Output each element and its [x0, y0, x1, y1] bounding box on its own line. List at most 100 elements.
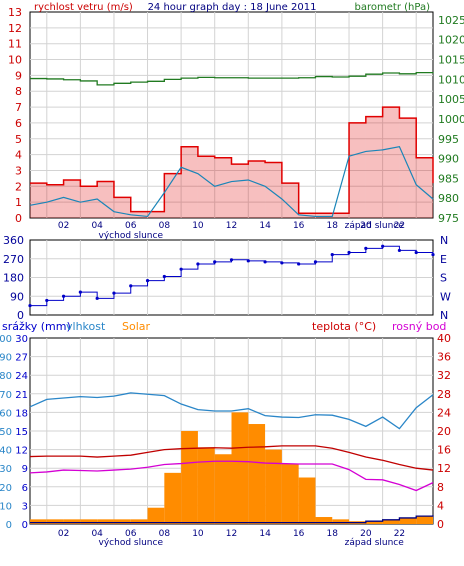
solar-bar — [63, 519, 81, 524]
temperature-tick-label: 16 — [437, 444, 451, 457]
temperature-x-tick-label: 04 — [91, 529, 103, 539]
solar-bar — [181, 431, 198, 524]
wind-x-tick-label: 14 — [259, 221, 271, 231]
barometer-axis-title: barometr (hPa) — [355, 2, 431, 13]
temperature-tick-label: 4 — [437, 499, 444, 512]
wind-direction-point — [162, 274, 166, 279]
rain-tick-label: 24 — [15, 371, 28, 382]
direction-tick-label: 0 — [17, 309, 24, 322]
solar-bar — [164, 472, 182, 524]
humidity-tick-label: 100 — [0, 334, 12, 345]
humidity-tick-label: 20 — [0, 483, 12, 494]
rain-tick-label: 12 — [15, 446, 28, 457]
temperature-tick-label: 12 — [437, 462, 451, 475]
wind-tick-label: 5 — [15, 133, 22, 146]
legend-left-entry: vlhkost — [66, 320, 106, 333]
solar-bar — [80, 519, 98, 524]
rain-tick-label: 0 — [22, 520, 28, 531]
barometer-tick-label: 1010 — [438, 73, 464, 86]
compass-tick-label: E — [440, 253, 447, 266]
wind-direction-point — [246, 259, 250, 263]
sunset-label-bottom: západ slunce — [345, 538, 405, 548]
wind-direction-point — [280, 261, 284, 265]
wind-gust-bar — [349, 122, 366, 218]
barometer-tick-label: 1020 — [438, 34, 464, 47]
wind-direction-point — [179, 267, 183, 271]
temperature-tick-label: 32 — [437, 369, 451, 382]
temperature-x-tick-label: 22 — [394, 529, 405, 539]
wind-x-tick-label: 10 — [192, 221, 204, 231]
wind-direction-point — [414, 250, 418, 255]
wind-direction-point — [213, 260, 217, 264]
humidity-tick-label: 70 — [0, 390, 12, 401]
barometer-tick-label: 995 — [438, 133, 459, 146]
compass-tick-label: W — [440, 290, 451, 303]
wind-gust-bar — [399, 118, 417, 218]
legend-left-entry: srážky (mm) — [2, 320, 71, 333]
wind-x-tick-label: 12 — [226, 221, 237, 231]
wind-tick-label: 0 — [15, 212, 22, 225]
direction-tick-label: 180 — [3, 272, 24, 285]
compass-tick-label: N — [440, 309, 448, 322]
rain-tick-label: 15 — [15, 427, 28, 438]
wind-direction-point — [313, 260, 318, 264]
humidity-tick-label: 30 — [0, 464, 12, 475]
sunset-label: západ slunce — [345, 221, 405, 231]
wind-gust-bar — [164, 173, 182, 218]
legend-temperature-entry: teplota (°C) — [312, 320, 376, 333]
wind-direction-point — [431, 252, 435, 257]
wind-direction-point — [129, 284, 133, 288]
chart-title: 24 hour graph day : 18 June 2011 — [148, 2, 317, 13]
wind-gust-bar — [416, 157, 433, 218]
wind-direction-point — [330, 252, 334, 257]
wind-gust-bar — [231, 164, 249, 218]
wind-direction-point — [229, 258, 234, 262]
humidity-tick-label: 50 — [0, 427, 12, 438]
wind-tick-label: 2 — [15, 180, 22, 193]
wind-direction-point — [381, 244, 385, 248]
solar-bar — [416, 516, 433, 524]
temperature-x-tick-label: 16 — [293, 529, 305, 539]
rain-tick-label: 3 — [22, 501, 28, 512]
temperature-tick-label: 36 — [437, 351, 451, 364]
solar-bar — [147, 507, 165, 524]
wind-gust-bar — [30, 183, 47, 218]
wind-tick-label: 3 — [15, 164, 22, 177]
barometer-tick-label: 1005 — [438, 93, 464, 106]
humidity-tick-label: 10 — [0, 501, 12, 512]
solar-bar — [97, 519, 114, 524]
solar-bar — [332, 519, 350, 524]
temperature-x-tick-label: 20 — [360, 529, 372, 539]
wind-direction-point — [397, 248, 402, 253]
wind-x-tick-label: 18 — [327, 221, 339, 231]
humidity-tick-label: 60 — [0, 408, 12, 419]
solar-bar — [281, 463, 299, 524]
legend-dewpoint-entry: rosný bod — [392, 320, 446, 333]
wind-gust-bar — [63, 179, 81, 218]
wind-gust-bar — [214, 157, 232, 218]
temperature-x-tick-label: 18 — [327, 529, 339, 539]
direction-tick-label: 270 — [3, 253, 24, 266]
solar-bar — [315, 517, 333, 524]
rain-tick-label: 18 — [15, 408, 28, 419]
barometer-tick-label: 975 — [438, 212, 459, 225]
solar-bar — [46, 519, 64, 524]
wind-tick-label: 12 — [8, 22, 22, 35]
wind-gust-bar — [382, 107, 400, 218]
rain-tick-label: 6 — [22, 483, 28, 494]
direction-tick-label: 90 — [10, 290, 24, 303]
temperature-x-tick-label: 10 — [192, 529, 204, 539]
wind-direction-point — [45, 298, 49, 303]
solar-bar — [214, 454, 232, 524]
wind-tick-label: 10 — [8, 54, 22, 67]
wind-direction-point — [297, 262, 301, 266]
wind-gust-bar — [181, 146, 198, 218]
wind-tick-label: 4 — [15, 149, 22, 162]
humidity-line — [29, 392, 434, 430]
rain-tick-label: 21 — [15, 390, 28, 401]
wind-direction-point — [347, 250, 351, 255]
wind-direction-point — [196, 262, 200, 266]
solar-bar — [382, 519, 400, 524]
sunrise-label: východ slunce — [99, 231, 164, 241]
wind-gust-bar — [281, 183, 299, 218]
